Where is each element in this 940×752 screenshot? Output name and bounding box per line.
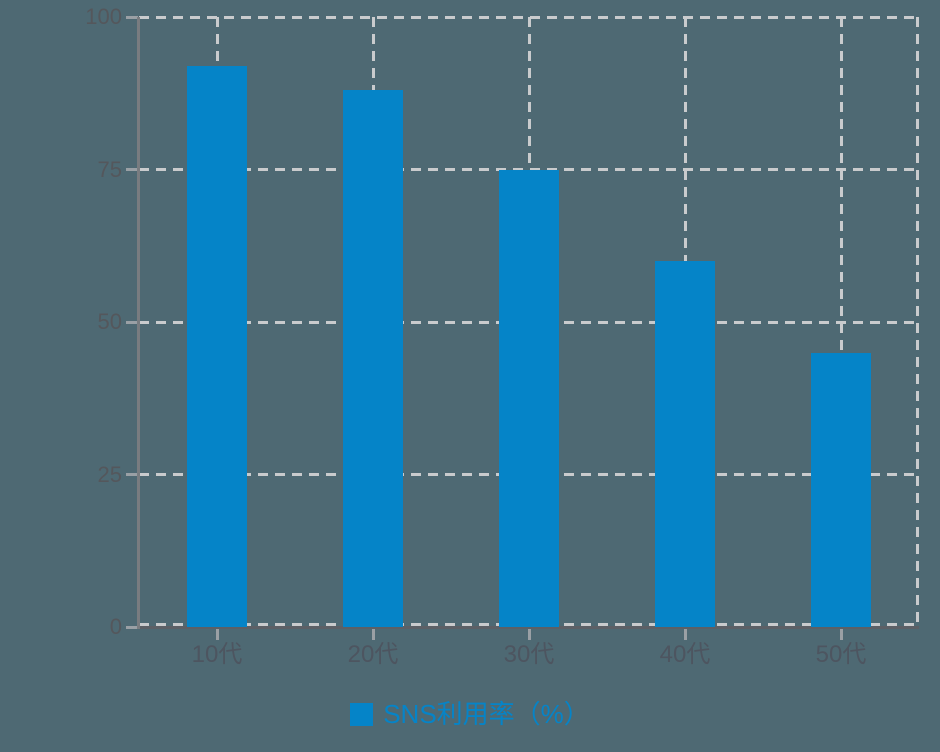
x-axis-tick <box>215 627 219 640</box>
y-axis-tick <box>126 168 138 171</box>
bar <box>655 261 715 627</box>
plot-area <box>137 15 919 629</box>
legend: SNS利用率（%） <box>0 700 940 728</box>
bar <box>499 169 559 627</box>
bar <box>343 90 403 627</box>
y-axis-tick <box>126 473 138 476</box>
x-axis-tick <box>683 627 687 640</box>
x-tick-label: 10代 <box>191 641 243 668</box>
x-tick-label: 20代 <box>347 641 399 668</box>
y-tick-label: 0 <box>109 614 122 639</box>
y-tick-label: 25 <box>97 461 122 487</box>
x-axis-tick <box>371 627 375 640</box>
y-axis-tick <box>126 15 138 19</box>
legend-swatch-icon <box>350 702 374 726</box>
legend-label: SNS利用率（%） <box>383 699 590 729</box>
bar <box>187 65 247 627</box>
y-axis-tick <box>126 625 138 629</box>
y-axis-tick <box>126 320 138 324</box>
y-tick-label: 50 <box>97 309 122 334</box>
x-axis-line <box>137 626 919 629</box>
x-tick-label: 40代 <box>659 641 711 668</box>
x-axis-tick <box>839 627 843 640</box>
horizontal-gridline <box>139 15 919 19</box>
bar <box>811 352 871 627</box>
y-axis-line <box>137 17 140 629</box>
x-tick-label: 30代 <box>503 641 555 668</box>
y-tick-label: 100 <box>85 4 122 29</box>
x-tick-label: 50代 <box>815 641 867 668</box>
y-tick-label: 75 <box>97 156 122 182</box>
x-axis-tick <box>527 627 531 640</box>
